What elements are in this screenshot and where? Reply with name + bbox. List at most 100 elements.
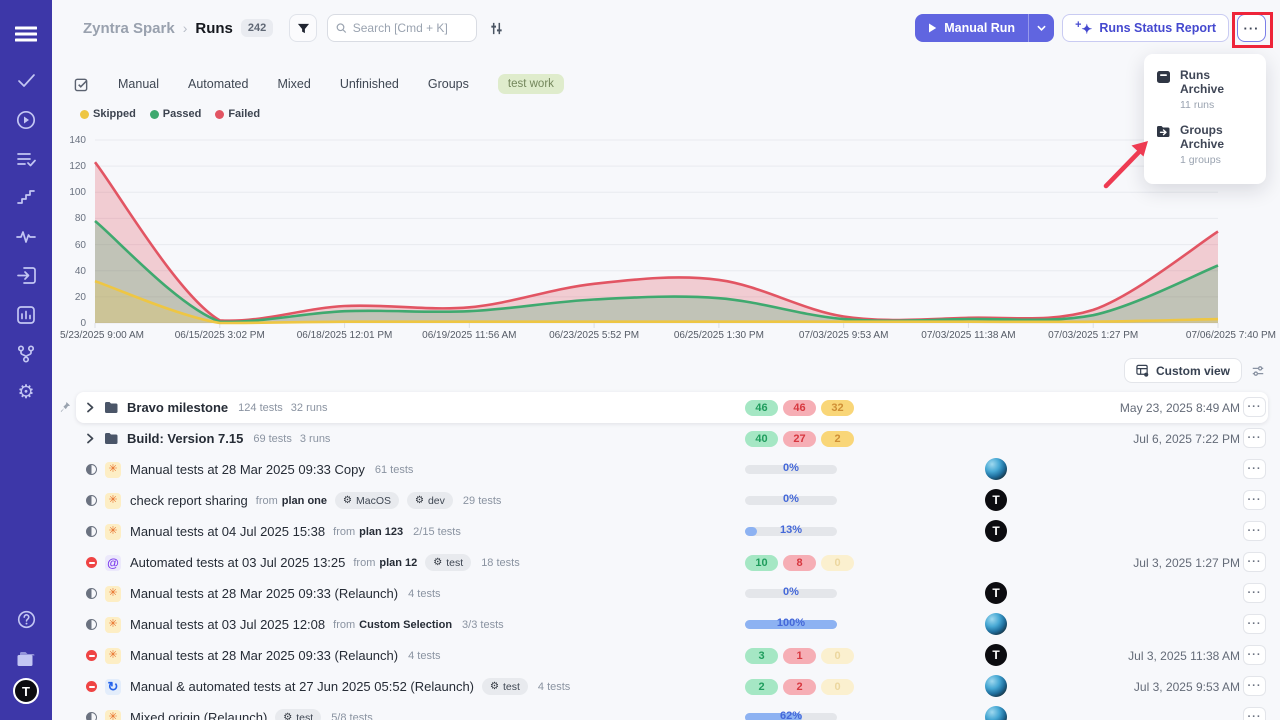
dropdown-item-sub: 1 groups: [1180, 154, 1221, 166]
manual-run-icon: ✳: [105, 647, 121, 664]
chevron-right-icon[interactable]: [86, 402, 95, 413]
columns-settings-icon[interactable]: [1251, 364, 1265, 378]
filter-tag-badge[interactable]: test work: [497, 74, 564, 94]
tab-groups[interactable]: Groups: [427, 77, 469, 91]
sidebar-item-docs[interactable]: [8, 639, 44, 678]
legend-item-failed[interactable]: Failed: [215, 108, 260, 120]
table-row[interactable]: ✳ Manual tests at 28 Mar 2025 09:33 (Rela…: [76, 640, 1268, 671]
run-title[interactable]: Manual tests at 03 Jul 2025 12:08: [130, 617, 326, 632]
user-avatar-globe: [985, 458, 1007, 480]
run-meta: 2/15 tests: [413, 525, 461, 538]
gear-icon: ⚙: [415, 495, 424, 506]
run-title[interactable]: Automated tests at 03 Jul 2025 13:25: [130, 555, 346, 570]
run-title[interactable]: Bravo milestone: [127, 400, 229, 415]
x-axis-tick-label: 5/23/2025 9:00 AM: [60, 330, 144, 341]
run-title[interactable]: Manual tests at 28 Mar 2025 09:33 Copy: [130, 462, 365, 477]
custom-view-button[interactable]: Custom view: [1123, 358, 1242, 383]
search-box[interactable]: [327, 14, 478, 42]
runs-status-report-button[interactable]: +✦ Runs Status Report: [1062, 14, 1229, 42]
source-plan-name: plan one: [281, 494, 328, 507]
table-row[interactable]: ✳ Mixed origin (Relaunch) ⚙ test 5/8 tests 62…: [76, 702, 1268, 720]
run-title[interactable]: check report sharing: [130, 493, 248, 508]
table-row[interactable]: ✳ check report sharing from plan one ⚙ MacOS ⚙…: [76, 485, 1268, 516]
manual-run-icon: ✳: [105, 461, 121, 478]
row-more-button[interactable]: ···: [1243, 521, 1266, 541]
tab-manual[interactable]: Manual: [118, 77, 159, 91]
gear-icon: ⚙: [343, 495, 352, 506]
breadcrumb-project[interactable]: Zyntra Spark: [83, 19, 175, 37]
run-title[interactable]: Manual tests at 28 Mar 2025 09:33 (Relau…: [130, 648, 399, 663]
table-row[interactable]: ✳ Manual tests at 28 Mar 2025 09:33 Copy 6…: [76, 454, 1268, 485]
sidebar-item-runs[interactable]: [8, 100, 44, 139]
row-more-button[interactable]: ···: [1243, 428, 1266, 448]
sidebar-item-settings[interactable]: ⚙: [8, 373, 44, 412]
row-more-button[interactable]: ···: [1243, 397, 1266, 417]
row-more-button[interactable]: ···: [1243, 676, 1266, 696]
legend-item-passed[interactable]: Passed: [149, 108, 201, 120]
user-avatar-globe: [985, 613, 1007, 635]
run-title[interactable]: Manual tests at 04 Jul 2025 15:38: [130, 524, 326, 539]
table-row[interactable]: ✳ Manual tests at 04 Jul 2025 15:38 from pl…: [76, 516, 1268, 547]
environment-badge: ⚙ test: [425, 554, 472, 571]
run-title[interactable]: Manual & automated tests at 27 Jun 2025 …: [130, 679, 474, 694]
table-row[interactable]: Bravo milestone 124 tests 32 runs 46 46 32 May…: [60, 392, 1268, 423]
sidebar-item-help[interactable]: [8, 600, 44, 639]
row-more-button[interactable]: ···: [1243, 707, 1266, 720]
search-input[interactable]: [352, 21, 469, 35]
sidebar-item-steps[interactable]: [8, 178, 44, 217]
environment-label: dev: [427, 494, 445, 507]
legend-item-skipped[interactable]: Skipped: [80, 108, 136, 120]
row-more-button[interactable]: ···: [1243, 459, 1266, 479]
run-title[interactable]: Manual tests at 28 Mar 2025 09:33 (Relau…: [130, 586, 399, 601]
more-actions-button[interactable]: ···: [1237, 14, 1266, 42]
chevron-right-icon[interactable]: [86, 433, 95, 444]
sidebar-item-import[interactable]: [8, 256, 44, 295]
table-row[interactable]: ✳ Manual tests at 28 Mar 2025 09:33 (Rela…: [76, 578, 1268, 609]
header: Zyntra Spark › Runs 242 Manual Run +✦ Ru…: [52, 0, 1280, 56]
archive-icon: [1156, 70, 1171, 111]
dropdown-item-groups-archive[interactable]: Groups Archive 1 groups: [1144, 119, 1266, 174]
import-icon: [16, 267, 36, 284]
row-more-button[interactable]: ···: [1243, 583, 1266, 603]
sidebar-item-pulse[interactable]: [8, 217, 44, 256]
sidebar-item-checks[interactable]: [8, 61, 44, 100]
sidebar-item-menu[interactable]: [8, 14, 44, 53]
row-more-button[interactable]: ···: [1243, 645, 1266, 665]
tab-automated[interactable]: Automated: [188, 77, 249, 91]
run-title[interactable]: Build: Version 7.15: [127, 431, 244, 446]
workspace-avatar[interactable]: T: [13, 678, 39, 704]
run-title[interactable]: Mixed origin (Relaunch): [130, 710, 268, 720]
tab-unfinished[interactable]: Unfinished: [339, 77, 399, 91]
row-more-button[interactable]: ···: [1243, 552, 1266, 572]
progress-bar: 0%: [745, 493, 837, 505]
table-row[interactable]: @ Automated tests at 03 Jul 2025 13:25 fro…: [76, 547, 1268, 578]
filter-settings-icon[interactable]: [489, 21, 504, 36]
stopped-status-icon: [86, 557, 97, 568]
chevron-down-icon: [1037, 25, 1046, 31]
legend-dot-passed: [149, 109, 159, 119]
select-all-icon[interactable]: [74, 77, 89, 92]
manual-run-button[interactable]: Manual Run: [915, 14, 1055, 42]
row-more-button[interactable]: ···: [1243, 490, 1266, 510]
sidebar-item-analytics[interactable]: [8, 295, 44, 334]
manual-run-caret[interactable]: [1028, 14, 1054, 42]
sidebar-item-test-plans[interactable]: [8, 139, 44, 178]
table-row[interactable]: ✳ Manual tests at 03 Jul 2025 12:08 from Cu…: [76, 609, 1268, 640]
row-more-button[interactable]: ···: [1243, 614, 1266, 634]
branches-icon: [18, 344, 34, 363]
tab-mixed[interactable]: Mixed: [277, 77, 311, 91]
run-date: Jul 3, 2025 9:53 AM: [1133, 679, 1240, 694]
table-row[interactable]: ↻ Manual & automated tests at 27 Jun 2025…: [76, 671, 1268, 702]
y-axis-tick-label: 20: [74, 291, 86, 303]
run-date: Jul 6, 2025 7:22 PM: [1133, 431, 1240, 446]
x-axis-tick-label: 06/23/2025 5:52 PM: [549, 330, 640, 341]
table-row[interactable]: Build: Version 7.15 69 tests 3 runs 40 27 2 Ju…: [76, 423, 1268, 454]
stopped-status-icon: [86, 650, 97, 661]
environment-badge: ⚙ test: [275, 709, 322, 720]
dropdown-item-runs-archive[interactable]: Runs Archive 11 runs: [1144, 64, 1266, 119]
runs-icon: [16, 110, 36, 130]
sidebar-item-branches[interactable]: [8, 334, 44, 373]
filter-button[interactable]: [289, 14, 318, 42]
